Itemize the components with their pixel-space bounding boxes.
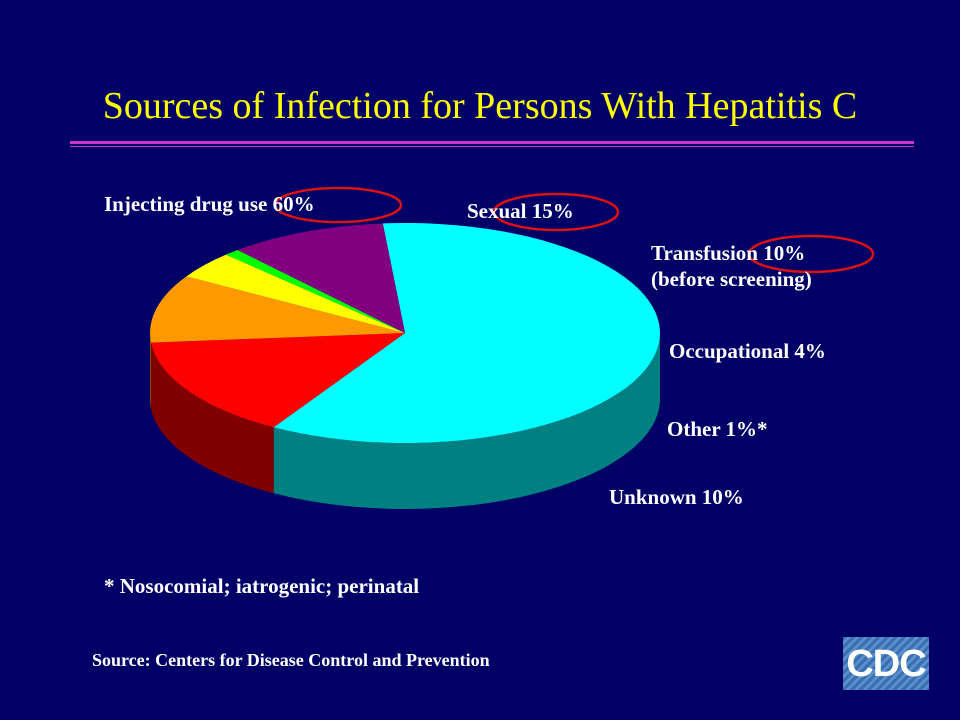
- label-unknown: Unknown 10%: [609, 485, 744, 509]
- pie-slice-unknown-10: [237, 223, 405, 333]
- label-transfusion-note: (before screening): [651, 267, 812, 291]
- footnote: * Nosocomial; iatrogenic; perinatal: [104, 574, 420, 598]
- cdc-logo-text: CDC: [846, 643, 926, 685]
- pie-slice-transfusion-10: [150, 276, 405, 343]
- highlight-circle-sexual-15: [492, 192, 620, 232]
- pie-slice-injecting-drug-use-60: [273, 223, 661, 443]
- title-divider: [70, 141, 914, 144]
- highlight-circle-injecting-drug-use-60: [273, 186, 403, 224]
- label-other: Other 1%*: [667, 417, 768, 441]
- slide-title: Sources of Infection for Persons With He…: [102, 85, 858, 127]
- cdc-logo: CDC: [843, 637, 929, 690]
- pie-side-walls: [150, 333, 660, 509]
- label-injecting-drug-use: Injecting drug use 60%: [104, 192, 315, 216]
- pie-side-transfusion-10: [150, 333, 151, 409]
- pie-slice-occupational-4: [186, 254, 405, 333]
- label-transfusion: Transfusion 10%: [651, 241, 806, 265]
- label-occupational: Occupational 4%: [669, 339, 826, 363]
- highlight-circle-transfusion-10: [747, 234, 875, 274]
- pie-top-faces: [150, 223, 661, 443]
- pie-side-sexual-15: [150, 342, 274, 494]
- pie-slice-sexual-15: [150, 333, 405, 428]
- source-credit: Source: Centers for Disease Control and …: [92, 650, 490, 670]
- pie-slice-other-1: [225, 249, 405, 333]
- label-sexual: Sexual 15%: [467, 199, 574, 223]
- pie-side-injecting-drug-use-60: [273, 333, 660, 509]
- title-divider-thin: [70, 146, 914, 147]
